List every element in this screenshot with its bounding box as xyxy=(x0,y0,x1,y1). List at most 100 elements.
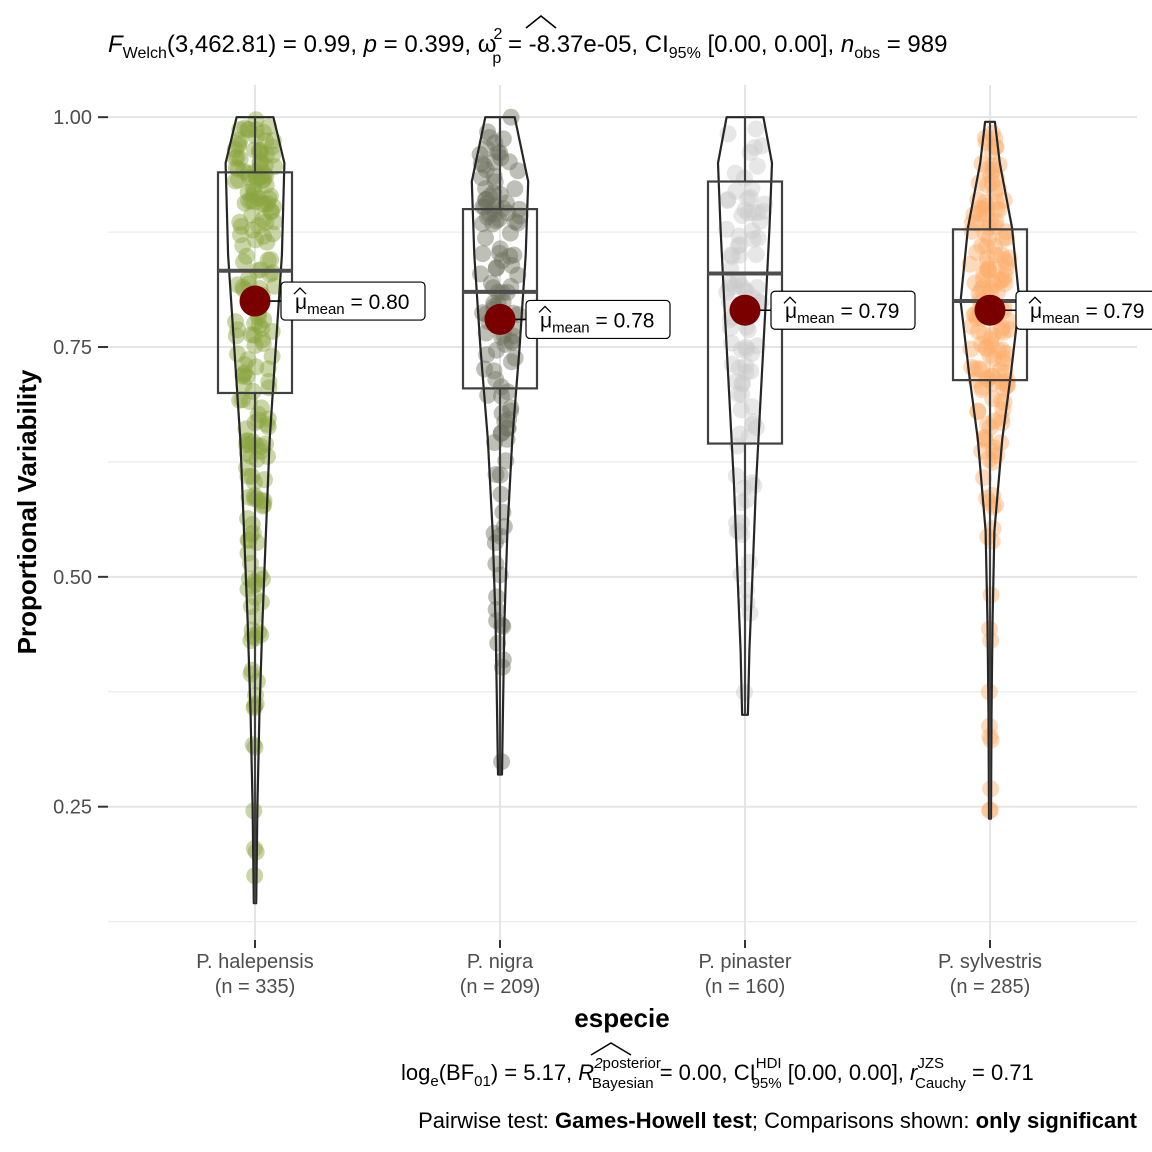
data-point xyxy=(489,143,507,161)
data-point xyxy=(984,156,1002,174)
data-point xyxy=(252,153,270,171)
data-point xyxy=(257,176,275,194)
data-point xyxy=(494,130,512,148)
data-point xyxy=(243,661,261,679)
data-point xyxy=(485,167,503,185)
x-axis-title: especie xyxy=(574,1003,669,1033)
data-point xyxy=(248,534,266,551)
data-point xyxy=(247,358,265,376)
mu-hat-icon xyxy=(1028,296,1042,304)
data-point xyxy=(978,197,996,215)
data-point xyxy=(256,157,274,175)
data-point xyxy=(998,229,1016,247)
omega-hat-icon xyxy=(525,14,557,29)
data-point xyxy=(258,233,276,251)
data-point xyxy=(973,155,991,173)
iqr-box xyxy=(461,208,539,390)
data-point xyxy=(720,279,738,297)
mu-hat-icon xyxy=(783,296,797,304)
data-point xyxy=(733,375,751,393)
data-point xyxy=(230,134,248,152)
data-point xyxy=(252,399,270,417)
data-point xyxy=(257,213,275,231)
data-point xyxy=(488,341,505,359)
data-point xyxy=(998,254,1016,272)
violins xyxy=(224,116,1021,905)
data-point xyxy=(749,204,767,222)
data-point xyxy=(227,172,244,190)
data-point xyxy=(736,282,754,300)
data-point xyxy=(730,227,748,245)
data-point xyxy=(748,157,766,175)
y-axis-title: Proportional Variability xyxy=(12,369,42,654)
data-point xyxy=(501,224,519,242)
data-point xyxy=(737,491,755,509)
data-point xyxy=(232,226,249,244)
data-point xyxy=(976,129,994,147)
data-point xyxy=(746,139,764,156)
data-point xyxy=(480,129,498,146)
data-point xyxy=(493,404,511,422)
data-point xyxy=(979,218,997,236)
data-point xyxy=(974,200,992,218)
data-point xyxy=(988,169,1005,187)
data-point xyxy=(244,221,262,239)
data-point xyxy=(229,160,247,178)
y-tick-label: 1.00 xyxy=(53,107,92,129)
mean-label-box xyxy=(770,290,916,330)
data-point xyxy=(748,279,766,296)
data-point xyxy=(234,367,252,385)
data-point xyxy=(729,385,747,403)
data-point xyxy=(733,374,751,392)
data-point xyxy=(970,204,988,222)
data-point xyxy=(262,202,280,220)
data-point xyxy=(491,240,509,258)
data-point xyxy=(477,191,494,209)
x-tick-count: (n = 160) xyxy=(705,976,786,998)
data-point xyxy=(246,314,264,332)
data-point xyxy=(974,270,992,288)
data-point xyxy=(992,434,1010,452)
data-point xyxy=(231,391,249,409)
data-point xyxy=(493,252,511,269)
data-point xyxy=(259,410,277,428)
data-point xyxy=(980,260,998,278)
data-point xyxy=(978,370,996,388)
data-point xyxy=(728,522,746,540)
data-point xyxy=(227,149,244,167)
data-point xyxy=(254,211,272,228)
data-point xyxy=(987,138,1005,156)
data-point xyxy=(259,251,277,269)
data-point xyxy=(493,387,510,405)
data-point xyxy=(969,322,987,340)
data-point xyxy=(226,141,244,158)
data-point xyxy=(240,121,258,139)
data-point xyxy=(240,435,258,453)
data-point xyxy=(737,357,755,375)
data-point xyxy=(984,161,1002,179)
data-point xyxy=(262,251,280,269)
data-point xyxy=(227,327,245,345)
data-point xyxy=(726,164,744,182)
data-point xyxy=(998,377,1016,395)
data-point xyxy=(245,326,263,344)
data-point xyxy=(970,360,988,378)
data-point xyxy=(983,532,1001,550)
data-point xyxy=(987,138,1005,156)
data-point xyxy=(981,346,999,364)
data-point xyxy=(991,271,1009,289)
data-point xyxy=(985,350,1003,368)
data-point xyxy=(256,471,273,489)
mean-label-text: μmean = 0.78 xyxy=(540,309,654,336)
data-point xyxy=(252,492,270,510)
data-point xyxy=(729,272,747,290)
data-point xyxy=(476,360,494,378)
data-point xyxy=(244,736,262,754)
data-point xyxy=(259,195,277,212)
data-point xyxy=(730,359,748,377)
data-point xyxy=(241,392,258,410)
data-point xyxy=(238,436,256,454)
data-point xyxy=(979,415,996,433)
x-tick-label: P. halepensis xyxy=(196,951,314,973)
data-point xyxy=(994,373,1012,391)
